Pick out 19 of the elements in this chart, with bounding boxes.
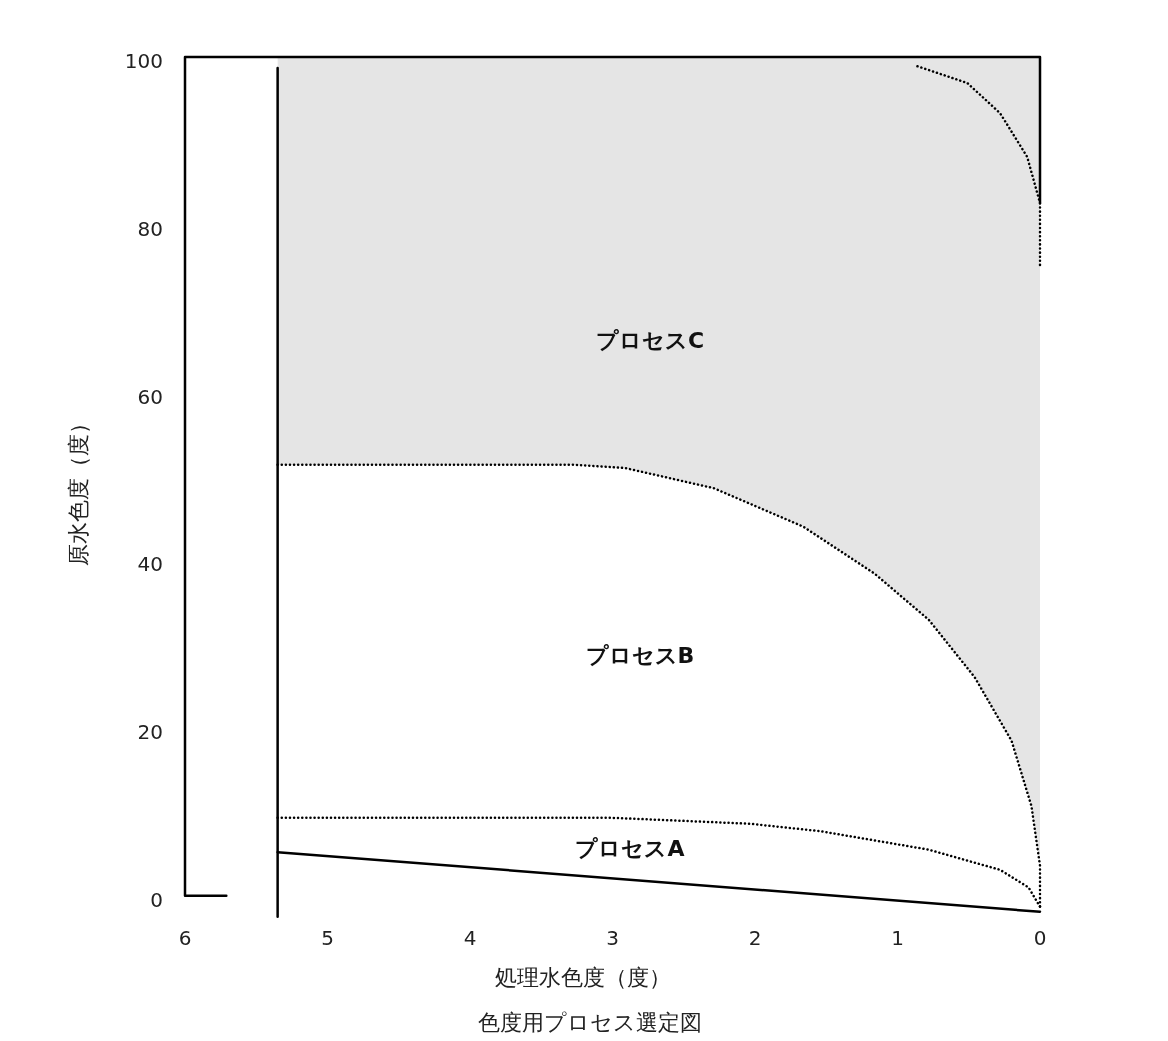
text: 色度用プロセス選定図	[478, 1010, 702, 1035]
x-tick-label: 4	[463, 926, 477, 950]
x-tick-label: 6	[178, 926, 192, 950]
annotation: プロセスA	[575, 836, 685, 861]
y-tick-label: 80	[137, 216, 163, 241]
x-tick-label: 0	[1033, 926, 1047, 950]
y-tick-label: 0	[150, 887, 163, 912]
annotation: プロセスB	[585, 643, 695, 668]
y-axis-title: 原水色度（度）	[66, 412, 91, 566]
y-tick-label: 100	[124, 49, 163, 73]
y-tick-label: 20	[137, 720, 163, 745]
x-tick-label: 5	[321, 926, 334, 950]
x-tick-label: 1	[891, 926, 904, 950]
x-axis-title: 処理水色度（度）	[494, 965, 671, 990]
y-tick-label: 40	[137, 552, 163, 577]
y-tick-label: 60	[137, 384, 163, 409]
x-tick-label: 2	[748, 926, 762, 950]
x-tick-label: 3	[606, 926, 619, 950]
annotation: プロセスC	[595, 328, 705, 353]
